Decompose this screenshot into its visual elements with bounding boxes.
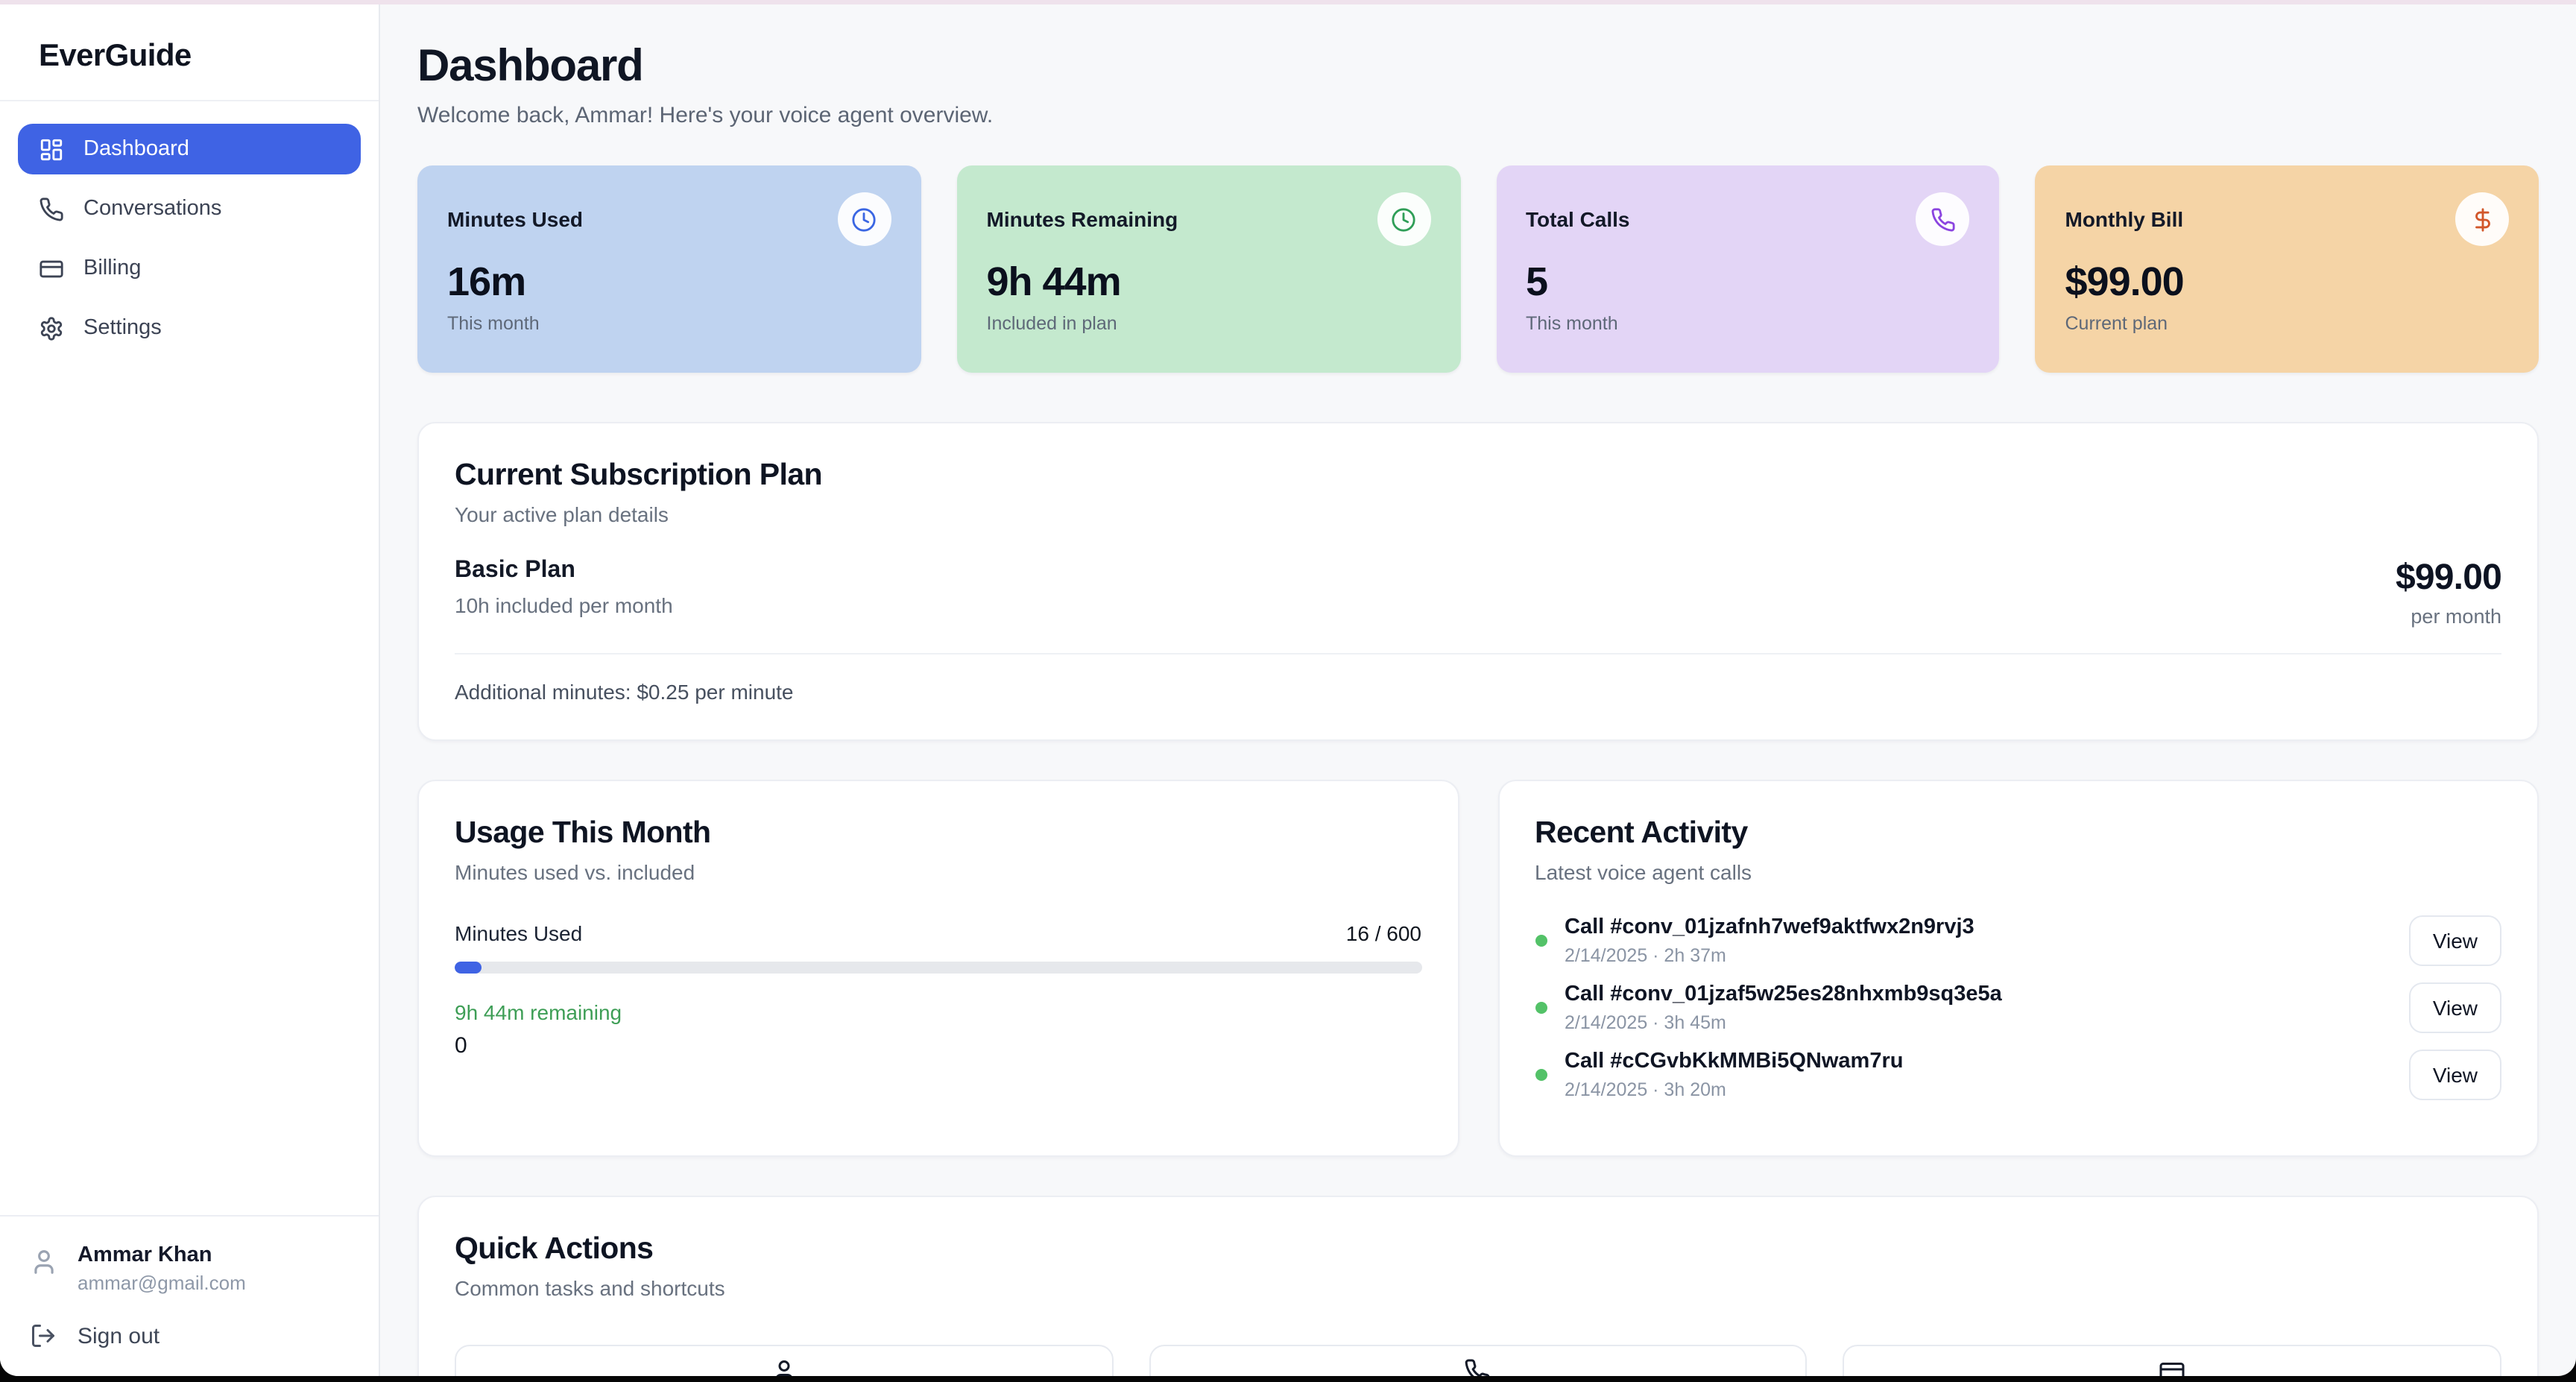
quick-actions-subtitle: Common tasks and shortcuts <box>455 1276 725 1300</box>
dashboard-icon <box>40 138 63 160</box>
page-subtitle: Welcome back, Ammar! Here's your voice a… <box>417 103 994 128</box>
usage-subtitle: Minutes used vs. included <box>455 860 695 884</box>
stat-label: Total Calls <box>1526 207 1630 231</box>
stat-label: Minutes Remaining <box>986 207 1178 231</box>
user-email: ammar@gmail.com <box>78 1272 246 1294</box>
stat-label: Minutes Used <box>447 207 584 231</box>
sidebar-item-settings[interactable]: Settings <box>18 303 361 353</box>
stat-card-monthly-bill: Monthly Bill $99.00 Current plan <box>2035 165 2539 373</box>
view-button[interactable]: View <box>2408 982 2501 1033</box>
stat-sub: This month <box>447 313 540 334</box>
usage-progress-fill <box>455 962 481 974</box>
call-meta: 2/14/2025 · 3h 45m <box>1565 1012 1726 1033</box>
recent-subtitle: Latest voice agent calls <box>1535 860 1752 884</box>
usage-overage: 0 <box>455 1033 467 1058</box>
sidebar-item-dashboard[interactable]: Dashboard <box>18 124 361 174</box>
usage-ratio: 16 / 600 <box>1345 921 1421 945</box>
page-title: Dashboard <box>417 42 644 91</box>
usage-card: Usage This Month Minutes used vs. includ… <box>417 780 1459 1157</box>
list-item: Call #conv_01jzaf5w25es28nhxmb9sq3e5a 2/… <box>1535 982 2501 1033</box>
plan-divider <box>455 653 2501 654</box>
clock-icon <box>1392 207 1415 231</box>
sidebar-item-label: Settings <box>83 316 162 340</box>
view-button[interactable]: View <box>2408 1050 2501 1100</box>
stat-value: $99.00 <box>2065 259 2185 304</box>
sidebar: EverGuide Dashboard Conversations Billin… <box>0 4 380 1376</box>
sign-out-label: Sign out <box>78 1323 160 1348</box>
sidebar-item-conversations[interactable]: Conversations <box>18 183 361 234</box>
recent-title: Recent Activity <box>1535 815 1748 850</box>
quick-action-box[interactable] <box>1843 1345 2501 1376</box>
quick-action-icon <box>1465 1359 1491 1376</box>
stat-sub: Current plan <box>2065 313 2168 334</box>
sidebar-item-label: Conversations <box>83 197 222 221</box>
sidebar-nav: Dashboard Conversations Billing Settings <box>0 101 379 376</box>
status-dot <box>1535 1002 1547 1014</box>
clock-icon <box>852 207 877 231</box>
sidebar-footer: Ammar Khan ammar@gmail.com Sign out <box>0 1215 379 1376</box>
quick-action-icon <box>776 1360 792 1376</box>
quick-action-icon <box>2159 1363 2185 1376</box>
usage-title: Usage This Month <box>455 815 711 850</box>
view-button[interactable]: View <box>2408 915 2501 966</box>
gear-icon <box>40 316 63 340</box>
list-item: Call #conv_01jzafnh7wef9aktfwx2n9rvj3 2/… <box>1535 915 2501 966</box>
call-title: Call #conv_01jzaf5w25es28nhxmb9sq3e5a <box>1565 982 2002 1006</box>
stat-card-minutes-used: Minutes Used 16m This month <box>417 165 921 373</box>
user-profile: Ammar Khan ammar@gmail.com <box>30 1243 349 1294</box>
sidebar-divider <box>0 100 379 101</box>
sidebar-item-label: Billing <box>83 256 142 280</box>
status-dot <box>1535 1069 1547 1081</box>
plan-name: Basic Plan <box>455 558 575 583</box>
call-title: Call #cCGvbKkMMBi5QNwam7ru <box>1565 1050 1904 1073</box>
sign-out-icon <box>32 1325 54 1347</box>
stat-value: 9h 44m <box>986 259 1122 304</box>
plan-note: Additional minutes: $0.25 per minute <box>455 680 794 704</box>
stat-value: 5 <box>1526 259 1548 304</box>
phone-icon <box>1931 207 1955 231</box>
plan-subtitle: Your active plan details <box>455 502 669 526</box>
recent-activity-card: Recent Activity Latest voice agent calls… <box>1497 780 2539 1157</box>
user-name: Ammar Khan <box>78 1243 212 1267</box>
call-meta: 2/14/2025 · 2h 37m <box>1565 945 1726 966</box>
user-icon <box>34 1250 54 1274</box>
quick-actions-grid <box>455 1345 2501 1376</box>
stat-value: 16m <box>447 259 526 304</box>
sign-out-button[interactable]: Sign out <box>30 1322 349 1349</box>
main-content: Dashboard Welcome back, Ammar! Here's yo… <box>380 4 2576 1376</box>
stats-row: Minutes Used 16m This month Minutes Rema… <box>417 165 2539 373</box>
usage-remaining: 9h 44m remaining <box>455 1000 622 1024</box>
status-dot <box>1535 935 1547 947</box>
brand-logo: EverGuide <box>39 39 192 73</box>
call-meta: 2/14/2025 · 3h 20m <box>1565 1079 1726 1100</box>
stat-label: Monthly Bill <box>2065 207 2184 231</box>
plan-price-period: per month <box>2411 605 2501 628</box>
call-title: Call #conv_01jzafnh7wef9aktfwx2n9rvj3 <box>1565 915 1974 939</box>
stat-card-minutes-remaining: Minutes Remaining 9h 44m Included in pla… <box>956 165 1460 373</box>
quick-actions-title: Quick Actions <box>455 1231 654 1266</box>
plan-detail: 10h included per month <box>455 593 673 617</box>
subscription-plan-card: Current Subscription Plan Your active pl… <box>417 422 2539 741</box>
window-top-strip <box>0 0 2576 4</box>
usage-progress-bar <box>455 962 1421 974</box>
quick-action-box[interactable] <box>1149 1345 1808 1376</box>
phone-icon <box>40 197 63 221</box>
dollar-icon <box>2475 207 2490 231</box>
quick-action-box[interactable] <box>455 1345 1114 1376</box>
plan-title: Current Subscription Plan <box>455 458 823 492</box>
sidebar-item-billing[interactable]: Billing <box>18 243 361 294</box>
list-item: Call #cCGvbKkMMBi5QNwam7ru 2/14/2025 · 3… <box>1535 1050 2501 1100</box>
stat-card-total-calls: Total Calls 5 This month <box>1496 165 2000 373</box>
quick-actions-card: Quick Actions Common tasks and shortcuts <box>417 1196 2539 1376</box>
recent-list: Call #conv_01jzafnh7wef9aktfwx2n9rvj3 2/… <box>1535 915 2501 1100</box>
sidebar-item-label: Dashboard <box>83 137 189 161</box>
plan-price: $99.00 <box>2395 558 2502 598</box>
usage-label: Minutes Used <box>455 921 583 945</box>
stat-sub: This month <box>1526 313 1618 334</box>
credit-card-icon <box>40 259 63 277</box>
stat-sub: Included in plan <box>986 313 1117 334</box>
